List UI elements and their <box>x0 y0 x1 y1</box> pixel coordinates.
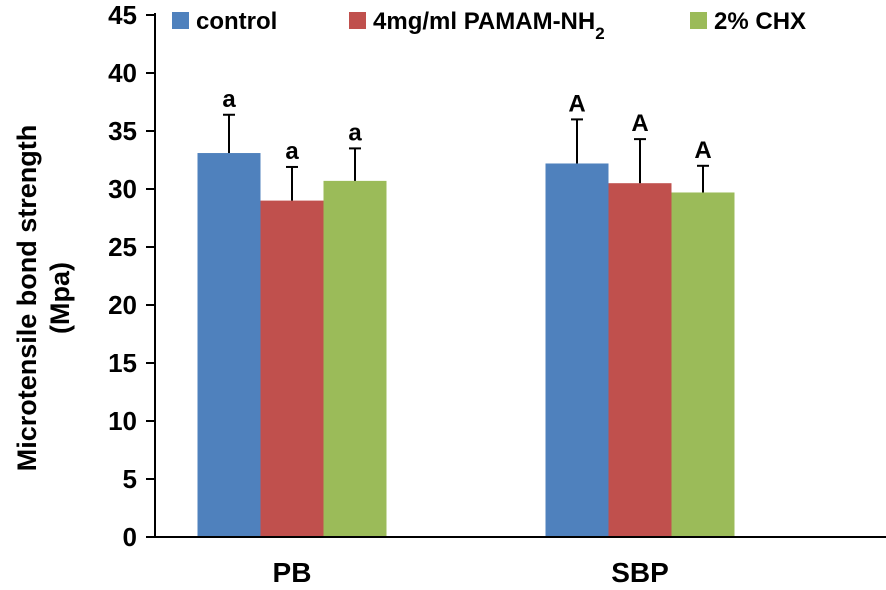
bar <box>608 183 672 537</box>
y-tick-label: 45 <box>108 0 137 30</box>
significance-label: A <box>568 90 585 117</box>
bar <box>260 200 324 537</box>
axes <box>154 13 886 538</box>
x-axis-categories: PB SBP <box>273 557 669 588</box>
y-tick-label: 35 <box>108 116 137 146</box>
legend-label: control <box>196 8 277 35</box>
bar <box>323 180 387 537</box>
significance-label: A <box>631 110 648 137</box>
y-tick-label: 0 <box>123 522 137 552</box>
y-tick-label: 15 <box>108 348 137 378</box>
legend-swatch <box>349 12 366 29</box>
legend: control 4mg/ml PAMAM-NH2 2% CHX <box>172 8 806 43</box>
legend-swatch <box>172 12 189 29</box>
y-axis-label-line: Microtensile bond strength <box>12 125 42 472</box>
y-axis-ticks: 0 5 10 15 20 25 30 35 40 45 <box>108 0 155 552</box>
bar <box>545 163 609 538</box>
y-axis-label: Microtensile bond strength (Mpa) <box>12 125 75 472</box>
significance-label: a <box>348 119 362 146</box>
legend-label: 2% CHX <box>714 8 806 35</box>
bar <box>671 192 735 538</box>
significance-label: a <box>222 86 236 113</box>
significance-labels: a Aa Aa A <box>222 86 711 165</box>
y-tick-label: 10 <box>108 406 137 436</box>
y-tick-label: 5 <box>123 464 137 494</box>
y-axis-label-line: (Mpa) <box>45 262 75 334</box>
bars <box>197 153 735 538</box>
y-tick-label: 30 <box>108 174 137 204</box>
legend-label: 4mg/ml PAMAM-NH2 <box>373 8 605 43</box>
y-tick-label: 20 <box>108 290 137 320</box>
x-category-label: SBP <box>611 557 669 588</box>
error-bars <box>223 113 709 201</box>
y-tick-label: 25 <box>108 232 137 262</box>
legend-swatch <box>690 12 707 29</box>
y-tick-label: 40 <box>108 58 137 88</box>
significance-label: A <box>694 137 711 164</box>
bar <box>197 153 261 538</box>
x-category-label: PB <box>273 557 312 588</box>
significance-label: a <box>285 138 299 165</box>
